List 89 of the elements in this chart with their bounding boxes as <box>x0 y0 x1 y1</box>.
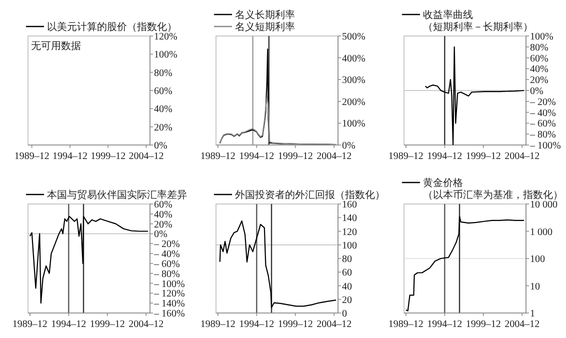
x-tick-label: 1989–12 <box>388 319 424 330</box>
x-tick-label: 2004–12 <box>128 151 164 162</box>
x-tick-label: 1989–12 <box>14 151 50 162</box>
y-tick-label: 60 <box>342 268 352 279</box>
y-tick-label: 10 <box>530 281 540 292</box>
y-tick-label: – 80% <box>529 130 556 141</box>
x-tick-label: 1999–12 <box>278 319 313 330</box>
legend-item: 本国与贸易伙伴国实际汇率差异 <box>26 190 187 201</box>
y-tick-label: – 20% <box>153 239 180 250</box>
legend-item: 名义长期利率 <box>214 10 295 21</box>
annotation: 无可用数据 <box>31 40 81 52</box>
x-tick-label: 1994–12 <box>239 151 274 162</box>
y-tick-label: – 60% <box>153 258 180 270</box>
y-tick-label: 20% <box>530 75 548 86</box>
y-tick-label: 500% <box>342 32 366 42</box>
x-tick-label: 2004–12 <box>316 151 352 162</box>
x-tick-label: 2004–12 <box>128 319 164 330</box>
x-tick-label: 1994–12 <box>52 151 88 162</box>
legend-label: 收益率曲线（短期利率－长期利率） <box>423 9 533 33</box>
y-tick-label: 60% <box>530 53 548 64</box>
legend-label: 名义长期利率 <box>235 9 295 21</box>
y-tick-label: 100 <box>342 240 357 252</box>
y-tick-label: 0% <box>342 140 356 152</box>
y-tick-label: – 80% <box>153 268 180 280</box>
x-tick-label: 1999–12 <box>90 151 126 162</box>
legend-label: 本国与贸易伙伴国实际汇率差异 <box>47 189 187 201</box>
y-tick-label: 20% <box>154 122 172 134</box>
x-tick-label: 2004–12 <box>316 319 352 330</box>
y-tick-label: 80% <box>154 68 172 79</box>
y-tick-label: 60% <box>154 86 172 97</box>
y-tick-label: – 160% <box>153 308 185 320</box>
y-tick-label: 40 <box>342 281 352 292</box>
x-tick-label: 1999–12 <box>278 151 313 162</box>
y-tick-label: – 40% <box>529 108 556 119</box>
y-tick-label: – 140% <box>153 298 185 310</box>
y-tick-label: 40% <box>530 64 548 76</box>
y-tick-label: 40% <box>154 209 172 220</box>
legend-label: 外国投资者的外汇回报（指数化） <box>235 189 385 201</box>
y-tick-label: 140 <box>342 213 357 224</box>
y-tick-label: 100% <box>530 32 554 42</box>
y-tick-label: 400% <box>342 53 366 64</box>
legend-label: 名义短期利率 <box>235 21 295 33</box>
y-tick-label: – 120% <box>153 288 185 300</box>
x-tick-label: 1994–12 <box>239 319 274 330</box>
y-tick-label: 0% <box>530 86 544 97</box>
y-tick-label: 1 000 <box>530 226 552 238</box>
y-tick-label: – 100% <box>529 140 561 152</box>
x-tick-label: 2004–12 <box>504 151 540 162</box>
y-tick-label: – 20% <box>529 96 556 108</box>
y-tick-label: – 100% <box>153 278 185 290</box>
x-tick-label: 2004–12 <box>504 319 540 330</box>
x-tick-label: 1989–12 <box>12 319 48 330</box>
legend-item: 名义短期利率 <box>214 22 295 33</box>
x-tick-label: 1999–12 <box>90 319 125 330</box>
y-tick-label: 80 <box>342 254 352 265</box>
x-tick-label: 1994–12 <box>427 319 462 330</box>
legend-label: 以美元计算的股价（指数化） <box>47 21 177 33</box>
y-tick-label: 100% <box>154 50 178 61</box>
x-tick-label: 1994–12 <box>51 319 86 330</box>
y-tick-label: 20 <box>342 294 352 306</box>
y-tick-label: 0% <box>154 229 168 240</box>
y-tick-label: 120% <box>154 32 178 42</box>
x-tick-label: 1989–12 <box>200 151 236 162</box>
y-tick-label: 60% <box>154 200 172 210</box>
y-tick-label: 0 <box>342 308 347 320</box>
y-tick-label: 80% <box>530 42 548 54</box>
y-tick-label: 20% <box>154 219 172 230</box>
legend-item: 以美元计算的股价（指数化） <box>26 22 177 33</box>
y-tick-label: 160 <box>342 200 357 210</box>
x-tick-label: 1999–12 <box>466 319 501 330</box>
legend-item: 外国投资者的外汇回报（指数化） <box>214 190 385 201</box>
x-tick-label: 1994–12 <box>427 151 462 162</box>
legend-label: 黄金价格（以本币汇率为基准，指数化） <box>423 177 563 201</box>
y-tick-label: 0% <box>154 140 168 152</box>
y-tick-label: 120 <box>342 226 357 238</box>
y-tick-label: 1 <box>530 308 535 320</box>
y-tick-label: – 60% <box>529 118 556 130</box>
x-tick-label: 1989–12 <box>388 151 424 162</box>
y-tick-label: 40% <box>154 104 172 116</box>
legend-item: 收益率曲线（短期利率－长期利率） <box>402 10 533 33</box>
legend-item: 黄金价格（以本币汇率为基准，指数化） <box>402 178 563 201</box>
y-tick-label: 100 <box>530 254 545 265</box>
y-tick-label: 100% <box>342 118 366 130</box>
y-tick-label: 200% <box>342 96 366 108</box>
x-tick-label: 1989–12 <box>200 319 236 330</box>
x-tick-label: 1999–12 <box>466 151 501 162</box>
y-tick-label: 10 000 <box>530 200 558 210</box>
y-tick-label: – 40% <box>153 249 180 260</box>
y-tick-label: 300% <box>342 75 366 86</box>
